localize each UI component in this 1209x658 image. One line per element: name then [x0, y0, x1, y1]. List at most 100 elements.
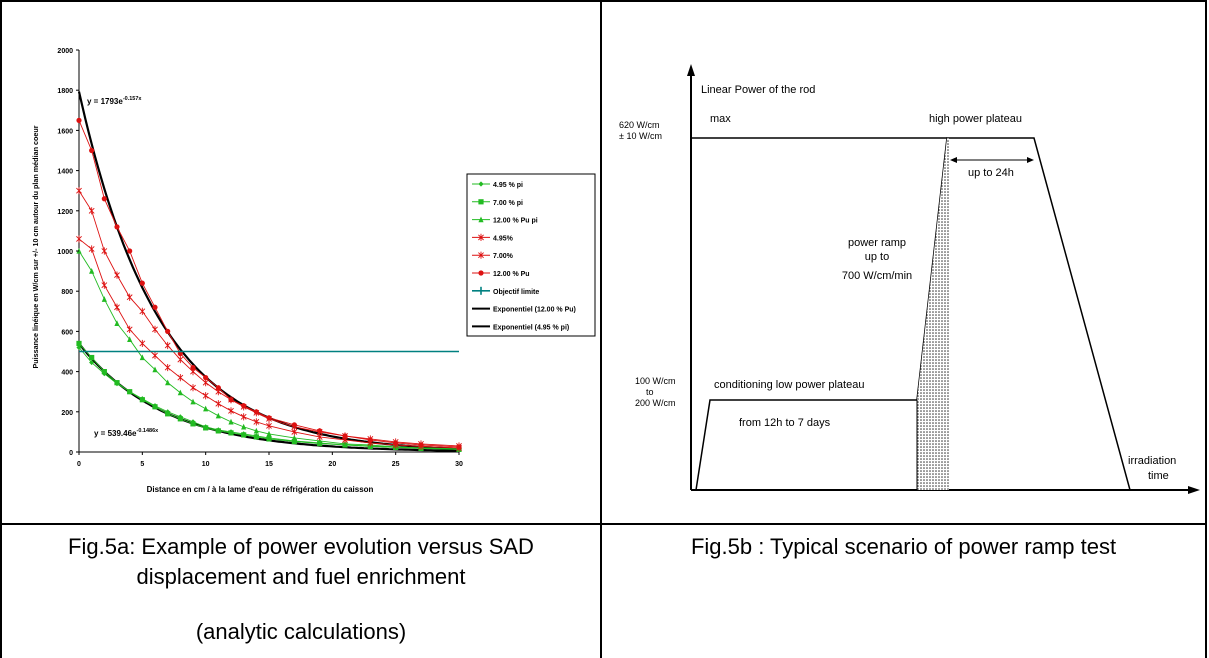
fig5a-legend-label: 12.00 % Pu pi [493, 218, 538, 225]
fig5a-series-4-point [101, 247, 108, 255]
fig5a-legend-marker [478, 181, 484, 187]
fig5a-series-5-point [101, 196, 107, 202]
fig5a-series-5-point [418, 442, 424, 448]
fig5b-duration-arrow-left-icon [950, 157, 957, 163]
fig5b-ramp-3: 700 W/cm/min [842, 270, 912, 282]
fig5a-series-2-point [152, 366, 158, 373]
fig5b-power-profile [695, 137, 1131, 491]
fig5b-low-level-3: 200 W/cm [635, 398, 676, 408]
fig5a-series-4-point [126, 293, 133, 301]
fig5a-series-3-point [177, 374, 184, 382]
fig5a-x-tick-label: 20 [328, 461, 336, 468]
fig5a-series-4-point [114, 271, 120, 279]
fig5a-y-tick-label: 2000 [57, 48, 73, 55]
fig5a-series-1-point [139, 397, 145, 403]
fig5a-legend-marker [478, 270, 484, 276]
fig5a-y-tick-label: 1200 [57, 209, 73, 216]
fig5a-legend-label: 4.95 % pi [493, 182, 523, 189]
fig5a-series-4-point [139, 307, 146, 315]
fig5a-series-1-point [317, 440, 323, 447]
fig5a-x-tick-label: 10 [202, 461, 210, 468]
fig5a-series-5-point [165, 328, 171, 334]
fig5a-lower-fit-equation: y = 539.46e-0.1486x [94, 428, 159, 438]
fig5a-series-3-point [139, 339, 146, 348]
fig5a-legend-marker [478, 251, 484, 259]
fig5b-max-label: max [710, 113, 731, 125]
fig5a-series-1-point [215, 428, 221, 434]
fig5b-caption: Fig.5b : Typical scenario of power ramp … [690, 534, 1117, 559]
fig5a-series-5-point [317, 428, 323, 434]
fig5a-legend-label: 4.95% [493, 235, 514, 242]
table-border-left [0, 0, 2, 658]
fig5a-legend-label: Exponentiel (4.95 % pi) [493, 324, 569, 331]
fig5a-series-2-point [241, 423, 247, 430]
fig5a-series-5-point [76, 117, 82, 123]
fig5a-series-5-point [253, 409, 259, 415]
fig5a-x-tick-label: 30 [455, 461, 463, 468]
fig5a-series-2-point [342, 440, 348, 447]
fig5a-legend-label: 7.00% [493, 253, 514, 260]
fig5a-series-2-point [203, 405, 209, 412]
fig5a-series-1-point [76, 340, 82, 347]
fig5a-series-5-point [393, 440, 399, 446]
fig5a-series-5-point [241, 403, 247, 409]
table-border-right [1205, 0, 1207, 658]
fig5a-series-5-point [228, 397, 234, 403]
fig5a-series-2-point [165, 379, 171, 386]
table-border-row [0, 523, 1207, 525]
fig5a-series-5-point [89, 147, 95, 154]
fig5a-series-3-point [76, 235, 82, 243]
fig5a-series-1-point [127, 389, 133, 395]
fig5a-series-1-point [241, 432, 247, 438]
fig5a-x-tick-label: 5 [140, 461, 144, 468]
fig5a-series-4-point [76, 187, 82, 195]
fig5a-series-3-point [202, 392, 209, 400]
fig5a-series-4-point [164, 341, 171, 350]
fig5a-series-2-point [127, 336, 133, 343]
fig5a-series-0-point [76, 344, 82, 351]
fig5a-series-1-point [228, 430, 234, 436]
fig5a-series-0-point [89, 359, 95, 366]
fig5a-series-2-point [228, 418, 234, 425]
fig5a-y-axis-label: Puissance linéique en W/cm sur +/- 10 cm… [31, 125, 40, 368]
fig5a-series-4-point [177, 355, 184, 364]
fig5b-low-level-2: to [646, 387, 654, 397]
fig5a-series-3-point [240, 413, 247, 421]
fig5a-series-5-point [127, 248, 133, 254]
fig5b-low-plateau-duration: from 12h to 7 days [739, 417, 831, 429]
fig5a-series-3-point [114, 303, 120, 311]
fig5a-y-tick-label: 1000 [57, 249, 73, 256]
fig5a-series-1-point [266, 436, 272, 442]
fig5b-low-plateau-label: conditioning low power plateau [714, 379, 864, 391]
fig5b-ramp-2: up to [865, 251, 889, 263]
fig5a-series-5-point [456, 444, 462, 450]
fig5a-series-2-point [291, 434, 297, 441]
fig5a-legend-marker [478, 216, 484, 223]
fig5a-caption-line1: Fig.5a: Example of power evolution versu… [68, 534, 534, 559]
fig5a-series-3-point [266, 422, 272, 430]
fig5a-y-tick-label: 0 [69, 450, 73, 457]
fig5a-legend-label: 7.00 % pi [493, 200, 523, 207]
fig5a-y-tick-label: 800 [61, 289, 73, 296]
fig5a-legend-marker [478, 199, 484, 205]
fig5a-series-3-point [215, 400, 222, 408]
table-border-middle [600, 0, 602, 658]
fig5a-series-3-point [164, 363, 171, 372]
fig5a-x-tick-label: 15 [265, 461, 273, 468]
fig5a-series-1-point [190, 421, 196, 427]
fig5a-legend-label: 12.00 % Pu [493, 271, 530, 278]
fig5a-series-2-point [89, 268, 95, 274]
fig5b-high-plateau-label: high power plateau [929, 113, 1022, 125]
fig5a-series-3-point [228, 407, 234, 415]
fig5a-series-1-point [165, 411, 171, 417]
fig5a-y-tick-label: 1600 [57, 128, 73, 135]
fig5a-series-5-point [203, 375, 209, 381]
fig5a-legend: 4.95 % pi 7.00 % pi 12.00 % Pu pi 4.95% 7.00… [466, 173, 596, 337]
fig5a-series-3-point [190, 384, 196, 392]
fig5a-series-4-line [78, 190, 460, 447]
fig5b-duration-arrow-right-icon [1027, 157, 1034, 163]
fig5b-x-label-1: irradiation [1128, 455, 1176, 467]
fig5a-x-axis-label: Distance en cm / à la lame d'eau de réfr… [147, 485, 374, 494]
fig5a-series-1-point [114, 380, 120, 386]
